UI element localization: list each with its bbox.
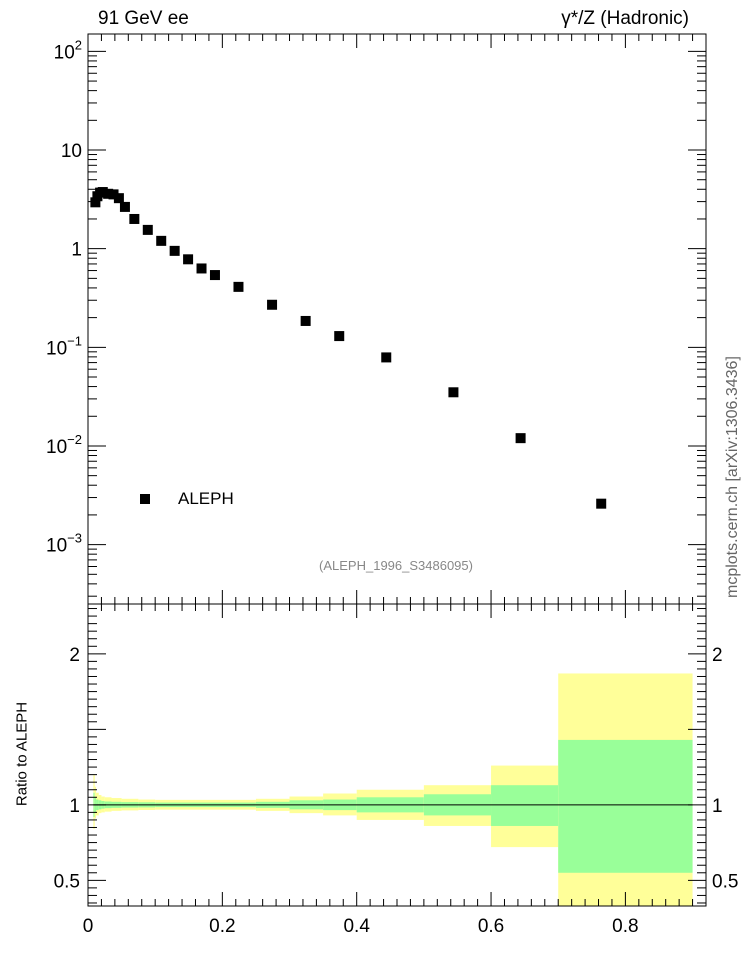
ratio-y-tick-label-left: 1 bbox=[69, 796, 80, 817]
main-y-tick-label: 1 bbox=[71, 240, 82, 261]
analysis-id-label: (ALEPH_1996_S3486095) bbox=[319, 558, 473, 573]
legend-entry-aleph: ALEPH bbox=[178, 489, 234, 508]
main-axis-ticks bbox=[87, 34, 706, 604]
source-watermark: mcplots.cern.ch [arXiv:1306.3436] bbox=[724, 356, 741, 598]
data-point-18 bbox=[334, 331, 345, 342]
ratio-x-tick-label: 0.2 bbox=[209, 916, 235, 937]
data-point-9 bbox=[142, 224, 153, 235]
ratio-inner-band-16 bbox=[558, 739, 693, 873]
data-point-20 bbox=[448, 387, 459, 398]
aleph-data-points bbox=[90, 187, 607, 509]
data-point-5 bbox=[108, 189, 119, 200]
ratio-y-tick-label-left: 2 bbox=[69, 645, 80, 666]
ratio-x-tick-label: 0.4 bbox=[343, 916, 370, 937]
data-point-11 bbox=[169, 245, 180, 256]
plot-title-right: γ*/Z (Hadronic) bbox=[561, 8, 689, 29]
ratio-x-tick-labels: 0 0.2 0.4 0.6 0.8 bbox=[83, 916, 639, 937]
ratio-inner-band-15 bbox=[491, 785, 559, 826]
ratio-y-tick-label-right: 0.5 bbox=[712, 871, 738, 892]
ratio-y-tick-label-right: 1 bbox=[712, 796, 723, 817]
main-y-tick-label: 10−1 bbox=[46, 333, 82, 359]
data-point-3 bbox=[97, 187, 108, 198]
main-y-tick-label: 10−2 bbox=[46, 432, 82, 458]
data-point-16 bbox=[267, 299, 278, 310]
data-point-7 bbox=[119, 201, 130, 212]
ratio-x-tick-label: 0.8 bbox=[612, 916, 638, 937]
ratio-uncertainty-bands bbox=[93, 673, 693, 906]
ratio-y-axis-label: Ratio to ALEPH bbox=[13, 701, 31, 807]
ratio-y-tick-label-right: 2 bbox=[712, 645, 723, 666]
data-point-6 bbox=[113, 193, 124, 204]
main-y-tick-labels: 10−3 10−2 10−1 1 10 102 bbox=[46, 37, 82, 556]
legend-marker bbox=[140, 494, 150, 504]
data-point-14 bbox=[209, 270, 220, 281]
ratio-x-tick-label: 0 bbox=[83, 916, 94, 937]
plot-title-left: 91 GeV ee bbox=[98, 8, 189, 29]
ratio-y-tick-label-left: 0.5 bbox=[54, 871, 80, 892]
data-point-22 bbox=[596, 498, 607, 509]
main-y-tick-label: 102 bbox=[54, 37, 82, 63]
main-y-tick-label: 10 bbox=[61, 141, 82, 162]
data-point-10 bbox=[156, 235, 167, 246]
data-point-12 bbox=[183, 254, 194, 265]
data-point-19 bbox=[381, 352, 392, 363]
data-point-15 bbox=[233, 281, 244, 292]
main-plot-border bbox=[87, 33, 707, 605]
data-point-17 bbox=[300, 315, 311, 326]
ratio-x-tick-label: 0.6 bbox=[478, 916, 504, 937]
data-point-4 bbox=[103, 188, 114, 199]
data-point-13 bbox=[196, 263, 207, 274]
ratio-axis-ticks bbox=[87, 604, 706, 906]
data-point-8 bbox=[129, 213, 140, 224]
main-y-tick-label: 10−3 bbox=[46, 531, 82, 557]
data-point-21 bbox=[515, 433, 526, 444]
data-point-0 bbox=[90, 197, 101, 208]
ratio-y-tick-labels: 0.5 0.5 1 1 2 2 bbox=[54, 645, 739, 893]
main-plot-frame bbox=[87, 33, 707, 605]
